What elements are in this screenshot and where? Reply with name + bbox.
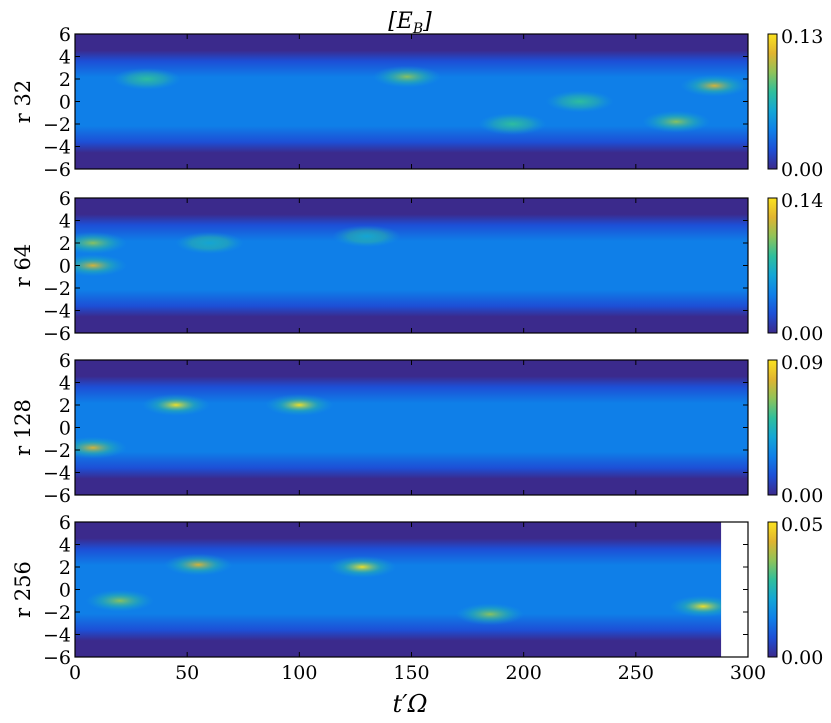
heatmap-field <box>75 34 748 169</box>
y-tick-label: −2 <box>43 278 71 300</box>
hotspots <box>112 65 748 135</box>
colorbar: 0.09 0.00 <box>767 352 823 507</box>
heatmap-field <box>75 198 748 333</box>
y-tick-label: −2 <box>43 114 71 136</box>
heatmap-hotspot <box>328 556 397 578</box>
heatmap-hotspot <box>175 232 244 254</box>
y-tick-label: −4 <box>43 625 71 647</box>
colorbar-gradient <box>767 197 778 334</box>
y-tick-label: 0 <box>59 418 71 440</box>
heatmap-hotspot <box>75 232 127 254</box>
y-tick-label: 6 <box>59 188 71 210</box>
panel-label: r 128 <box>11 399 35 456</box>
panel-label: r 256 <box>11 561 35 618</box>
y-tick-label: −4 <box>43 301 71 323</box>
colorbar: 0.14 0.00 <box>767 190 823 345</box>
colorbar-max-label: 0.13 <box>781 26 823 48</box>
y-tick-label: 2 <box>59 557 71 579</box>
y-tick-label: −4 <box>43 137 71 159</box>
x-tick-label: 50 <box>175 662 199 684</box>
heatmap-hotspot <box>642 110 711 133</box>
x-tick-label: 250 <box>618 662 654 684</box>
y-tick-label: 6 <box>59 350 71 372</box>
heatmap-hotspot <box>112 68 181 90</box>
hotspots <box>75 225 401 277</box>
hotspots <box>75 394 334 459</box>
colorbar-gradient <box>767 521 778 658</box>
y-tick-label: 2 <box>59 233 71 255</box>
y-tick-label: 6 <box>59 512 71 534</box>
colorbar-max-label: 0.05 <box>781 514 823 536</box>
colorbar: 0.05 0.00 <box>767 514 823 669</box>
heatmap-hotspot <box>478 113 547 135</box>
colorbar-min-label: 0.00 <box>781 485 823 507</box>
colorbar-gradient <box>767 359 778 496</box>
colorbar-gradient <box>767 33 778 170</box>
y-tick-label: −2 <box>43 440 71 462</box>
y-tick-label: 4 <box>59 535 71 557</box>
colorbar: 0.13 0.00 <box>767 26 823 181</box>
figure-title: [EB] <box>388 9 432 37</box>
colorbar-min-label: 0.00 <box>781 159 823 181</box>
heatmap-hotspot <box>545 90 614 113</box>
y-tick-label: 0 <box>59 256 71 278</box>
y-tick-label: 0 <box>59 580 71 602</box>
y-tick-label: −6 <box>43 159 71 181</box>
heatmap-field <box>75 522 722 657</box>
y-tick-label: 6 <box>59 24 71 46</box>
colorbar-min-label: 0.00 <box>781 647 823 669</box>
heatmap-hotspot <box>456 603 525 626</box>
x-axis-label: t′Ω <box>393 690 428 718</box>
y-tick-label: −6 <box>43 485 71 507</box>
heatmap-hotspot <box>141 394 210 416</box>
x-tick-label: 150 <box>393 662 429 684</box>
heatmap-hotspot <box>85 589 154 612</box>
heatmap-hotspot <box>265 394 334 416</box>
y-tick-label: 4 <box>59 373 71 395</box>
heatmap-hotspot <box>669 595 722 618</box>
y-tick-label: 2 <box>59 69 71 91</box>
colorbar-min-label: 0.00 <box>781 323 823 345</box>
panel-label: r 64 <box>11 244 35 287</box>
x-tick-label: 0 <box>69 662 81 684</box>
y-tick-label: −2 <box>43 602 71 624</box>
y-tick-label: 4 <box>59 47 71 69</box>
heatmap-hotspot <box>164 553 233 576</box>
panel-label: r 32 <box>11 80 35 123</box>
x-tick-label: 300 <box>730 662 766 684</box>
heatmap-field <box>75 360 748 495</box>
heatmap-hotspot <box>75 436 127 459</box>
y-tick-label: 4 <box>59 211 71 233</box>
y-tick-label: −4 <box>43 463 71 485</box>
heatmap-hotspot <box>75 254 127 277</box>
y-tick-label: 0 <box>59 92 71 114</box>
heatmap-hotspot <box>680 74 748 97</box>
colorbar-max-label: 0.14 <box>781 190 823 212</box>
y-tick-label: 2 <box>59 395 71 417</box>
y-tick-label: −6 <box>43 323 71 345</box>
y-tick-label: −6 <box>43 647 71 669</box>
hotspots <box>85 553 722 626</box>
heatmap-hotspot <box>332 225 401 248</box>
x-tick-label: 100 <box>281 662 317 684</box>
heatmap-hotspot <box>373 65 442 88</box>
colorbar-max-label: 0.09 <box>781 352 823 374</box>
x-tick-label: 200 <box>506 662 542 684</box>
